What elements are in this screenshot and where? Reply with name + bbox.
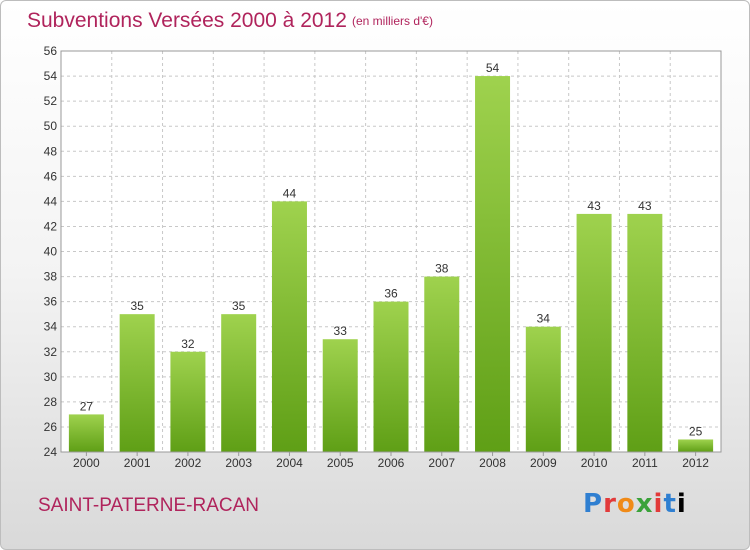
x-tick-label: 2001	[124, 456, 151, 470]
bar	[119, 314, 155, 452]
logo-letter: x	[635, 489, 654, 519]
bar	[576, 213, 612, 452]
bar-value-label: 43	[638, 199, 652, 213]
bar	[170, 351, 206, 452]
bar-value-label: 38	[435, 262, 449, 276]
bar	[678, 439, 714, 452]
x-tick-label: 2002	[175, 456, 202, 470]
bar-value-label: 35	[232, 299, 246, 313]
x-tick-label: 2004	[276, 456, 303, 470]
bar-value-label: 25	[689, 424, 703, 438]
bar	[373, 301, 409, 452]
bar-value-label: 54	[486, 61, 500, 75]
y-tick-label: 30	[44, 370, 58, 384]
x-tick-label: 2006	[378, 456, 405, 470]
bar-value-label: 32	[181, 337, 195, 351]
x-tick-label: 2008	[479, 456, 506, 470]
x-tick-label: 2009	[530, 456, 557, 470]
y-tick-label: 52	[44, 94, 58, 108]
bar-value-label: 27	[80, 399, 94, 413]
bar-value-label: 44	[283, 186, 297, 200]
location-name: SAINT-PATERNE-RACAN	[38, 495, 259, 516]
y-tick-label: 54	[44, 69, 58, 83]
bar-value-label: 34	[537, 312, 551, 326]
y-tick-label: 24	[44, 445, 58, 459]
y-tick-label: 50	[44, 119, 58, 133]
bar	[322, 339, 358, 452]
y-tick-label: 28	[44, 395, 58, 409]
logo-letter: P	[583, 489, 604, 519]
y-tick-label: 42	[44, 219, 58, 233]
y-tick-label: 46	[44, 169, 58, 183]
y-tick-label: 26	[44, 420, 58, 434]
logo-letter: i	[653, 489, 664, 519]
bar	[627, 213, 663, 452]
x-tick-label: 2011	[632, 456, 658, 470]
y-tick-label: 38	[44, 270, 58, 284]
bar-value-label: 33	[334, 324, 348, 338]
logo-letter: o	[616, 489, 636, 519]
x-tick-label: 2010	[581, 456, 608, 470]
bar	[68, 414, 104, 452]
y-tick-label: 44	[44, 194, 58, 208]
chart-subtitle: (en milliers d'€)	[352, 14, 433, 28]
y-tick-label: 56	[44, 44, 58, 58]
y-tick-label: 48	[44, 144, 58, 158]
x-tick-label: 2012	[682, 456, 709, 470]
y-tick-label: 36	[44, 295, 58, 309]
bar	[271, 201, 307, 452]
bar	[221, 314, 257, 452]
bar-value-label: 43	[587, 199, 601, 213]
y-tick-label: 40	[44, 245, 58, 259]
logo-letter: i	[676, 489, 687, 519]
proxiti-logo: Proxiti	[583, 489, 687, 519]
y-tick-label: 34	[44, 320, 58, 334]
y-tick-label: 32	[44, 345, 58, 359]
x-tick-label: 2007	[428, 456, 455, 470]
x-tick-label: 2003	[225, 456, 252, 470]
bar-value-label: 35	[130, 299, 144, 313]
bar	[424, 276, 460, 452]
bar	[525, 326, 561, 452]
x-tick-label: 2005	[327, 456, 354, 470]
x-tick-label: 2000	[73, 456, 100, 470]
chart-title: Subventions Versées 2000 à 2012	[27, 9, 347, 32]
bar-value-label: 36	[384, 287, 398, 301]
logo-letter: r	[603, 489, 617, 519]
logo-letter: t	[663, 489, 677, 519]
bar	[475, 76, 511, 452]
